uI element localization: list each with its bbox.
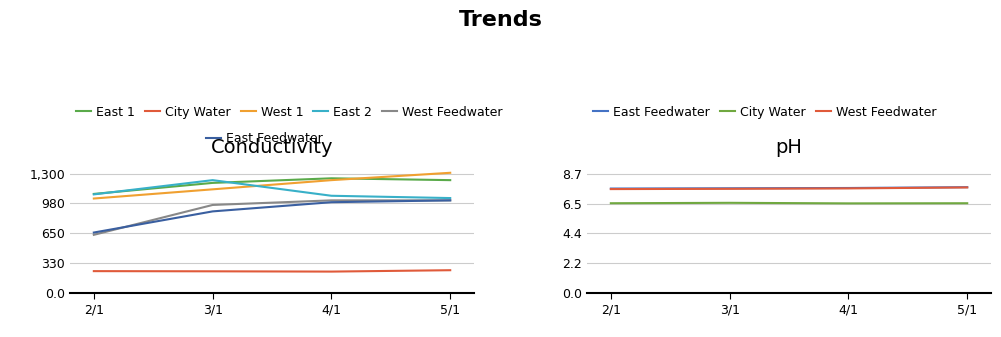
West Feedwater	[724, 187, 736, 191]
East 2	[88, 192, 100, 196]
City Water	[88, 269, 100, 273]
East Feedwater	[206, 209, 218, 213]
West 1	[444, 171, 456, 175]
East Feedwater	[724, 186, 736, 190]
Line: East Feedwater: East Feedwater	[611, 187, 967, 188]
City Water	[961, 201, 973, 205]
Line: West Feedwater: West Feedwater	[94, 201, 450, 235]
West 1	[206, 187, 218, 191]
City Water	[724, 201, 736, 205]
East 2	[206, 178, 218, 182]
Line: East 1: East 1	[94, 178, 450, 194]
Line: City Water: City Water	[94, 270, 450, 272]
West 1	[325, 178, 337, 182]
Line: West 1: West 1	[94, 173, 450, 198]
East 1	[206, 181, 218, 185]
East 2	[325, 194, 337, 198]
East Feedwater	[605, 186, 617, 190]
West 1	[88, 196, 100, 201]
West Feedwater	[325, 198, 337, 203]
Line: East 2: East 2	[94, 180, 450, 198]
Line: West Feedwater: West Feedwater	[611, 187, 967, 189]
Legend: East Feedwater: East Feedwater	[205, 132, 322, 145]
East 1	[88, 192, 100, 196]
Text: Trends: Trends	[458, 10, 543, 30]
West Feedwater	[88, 233, 100, 237]
East Feedwater	[444, 198, 456, 203]
East Feedwater	[88, 231, 100, 235]
City Water	[325, 270, 337, 274]
East Feedwater	[843, 186, 855, 190]
Legend: East Feedwater, City Water, West Feedwater: East Feedwater, City Water, West Feedwat…	[594, 106, 936, 119]
City Water	[206, 269, 218, 273]
West Feedwater	[605, 187, 617, 191]
West Feedwater	[961, 185, 973, 189]
East Feedwater	[961, 185, 973, 189]
East Feedwater	[325, 200, 337, 204]
East 1	[444, 178, 456, 182]
West Feedwater	[444, 198, 456, 203]
East 2	[444, 196, 456, 200]
Title: pH: pH	[776, 139, 803, 157]
West Feedwater	[843, 186, 855, 190]
East 1	[325, 176, 337, 180]
City Water	[843, 201, 855, 205]
West Feedwater	[206, 203, 218, 207]
Line: East Feedwater: East Feedwater	[94, 201, 450, 233]
Title: Conductivity: Conductivity	[211, 139, 333, 157]
City Water	[444, 268, 456, 272]
City Water	[605, 201, 617, 205]
